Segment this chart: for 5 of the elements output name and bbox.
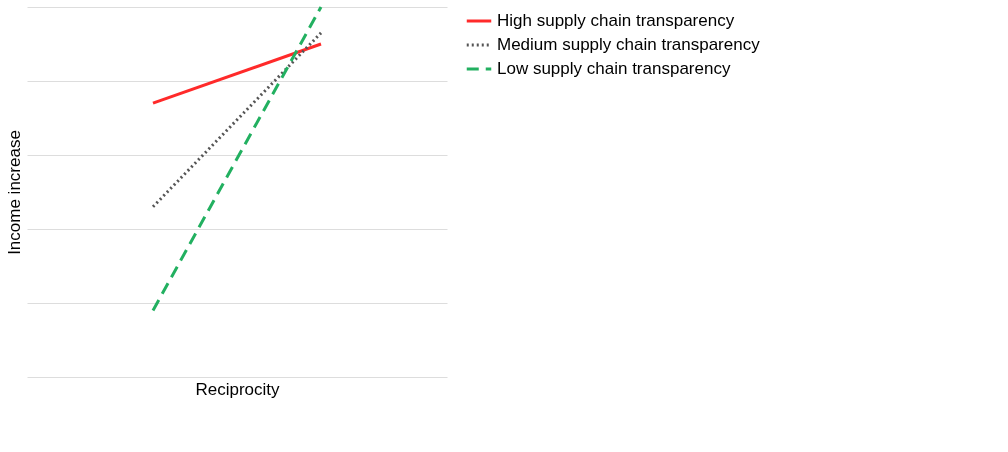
y-axis-title: Income increase [4,130,24,255]
legend-label: High supply chain transparency [497,11,735,30]
x-axis-title: Reciprocity [195,379,281,399]
legend-label: Medium supply chain transparency [497,35,761,54]
legend-label: Low supply chain transparency [497,59,731,78]
